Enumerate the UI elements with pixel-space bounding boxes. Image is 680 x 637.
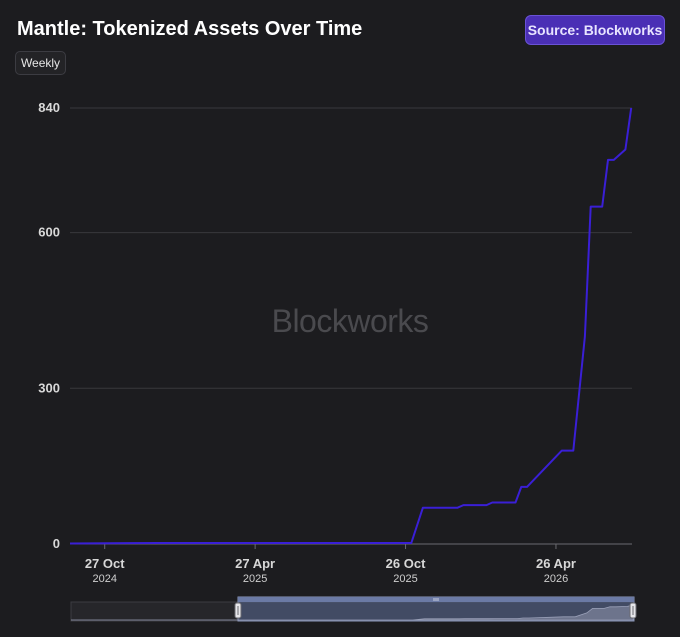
x-tick-year-label: 2025	[243, 573, 267, 585]
y-axis: 0 300 600 840	[38, 100, 60, 551]
y-tick-label: 600	[38, 225, 60, 240]
source-button[interactable]: Source: Blockworks	[525, 15, 665, 45]
watermark-text: Blockworks	[272, 303, 429, 339]
y-tick-label: 0	[53, 536, 60, 551]
x-tick-label: 26 Apr	[536, 556, 576, 571]
navigator-series-area	[71, 604, 634, 621]
series-line-0	[69, 107, 633, 545]
x-tick-year-label: 2024	[92, 573, 116, 585]
x-tick-year-label: 2026	[544, 573, 568, 585]
x-tick-label: 27 Oct	[85, 556, 125, 571]
range-navigator[interactable]	[70, 596, 637, 622]
x-axis: 27 Oct 2024 27 Apr 2025 26 Oct 2025 26 Apr 2026	[85, 544, 576, 585]
x-tick-label: 27 Apr	[235, 556, 275, 571]
interval-weekly-button[interactable]: Weekly	[15, 51, 66, 75]
y-tick-label: 300	[38, 380, 60, 395]
y-tick-label: 840	[38, 100, 60, 115]
series-layer	[69, 107, 633, 545]
x-tick-year-label: 2025	[393, 573, 417, 585]
page-title: Mantle: Tokenized Assets Over Time	[17, 18, 363, 40]
x-tick-label: 26 Oct	[386, 556, 426, 571]
